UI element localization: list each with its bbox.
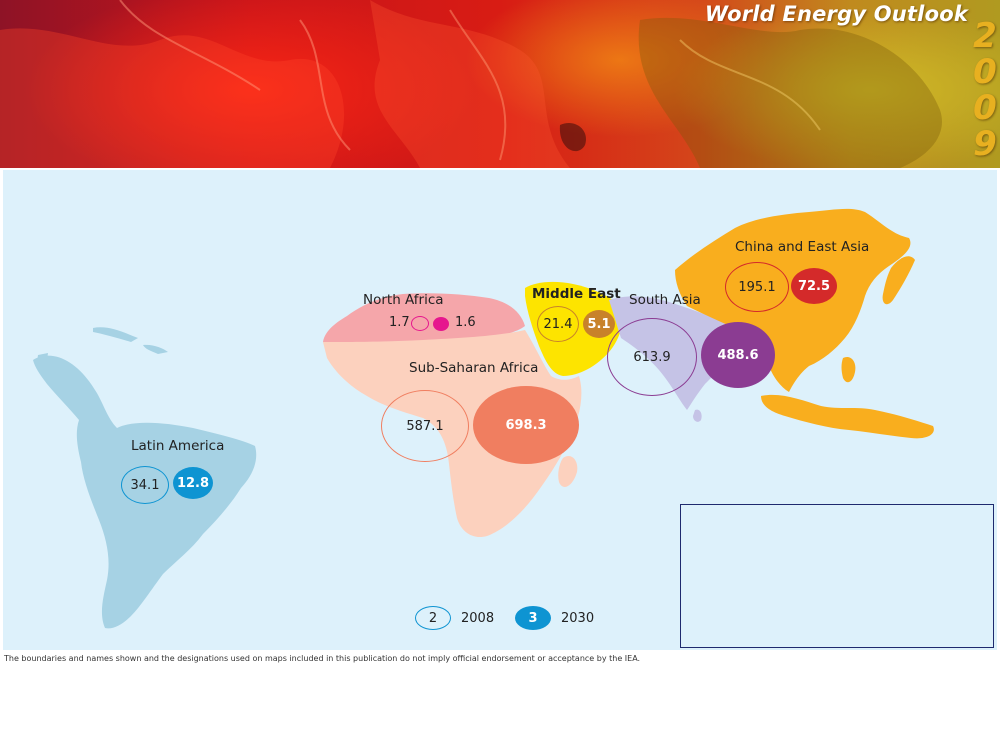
region-label-north-africa: North Africa [363,292,444,308]
banner-continents [0,0,942,168]
banner-title: World Energy Outlook [704,2,968,26]
bubble-sub-saharan-africa-2030: 698.3 [473,386,579,464]
header-banner: World Energy Outlook 2 0 0 9 [0,0,1000,168]
madagascar-shape [558,455,578,487]
banner-year-digit: 0 [973,52,997,92]
bubble-south-asia-2030: 488.6 [701,322,775,388]
philippines-shape [841,356,856,383]
value-north-africa-2030: 1.6 [455,315,476,330]
banner-landmass-left [0,28,344,168]
banner-landmass-center [370,0,570,168]
japan-islands-shape [882,256,915,305]
bubble-china-east-asia-2008: 195.1 [725,262,789,312]
blank-panel [680,504,994,648]
bubble-south-asia-2008: 613.9 [607,318,697,396]
legend-item-2008: 2 2008 [415,606,494,630]
bubble-middle-east-2008: 21.4 [537,306,579,342]
banner-year-digit: 2 [973,16,997,56]
bubble-sub-saharan-africa-2008: 587.1 [381,390,469,462]
banner-year: 2 0 0 9 [972,18,998,162]
banner-island [559,122,586,152]
bubble-latin-america-2030: 12.8 [173,467,213,499]
region-label-china-east-asia: China and East Asia [735,239,870,255]
legend-symbol-outline: 2 [415,606,451,630]
indonesia-islands-shape [761,394,934,439]
region-label-middle-east: Middle East [532,286,621,302]
legend-label-2030: 2030 [561,610,595,626]
legend-item-2030: 3 2030 [515,606,594,630]
legend-symbol-filled: 3 [515,606,551,630]
china-east-asia-shape [675,208,911,392]
sri-lanka-shape [693,409,702,422]
bubble-middle-east-2030: 5.1 [583,310,615,338]
banner-year-digit: 9 [973,124,997,164]
bubble-north-africa-2008 [411,316,429,331]
region-label-latin-america: Latin America [131,438,225,454]
bubble-north-africa-2030 [433,317,449,331]
banner-year-digit: 0 [973,88,997,128]
map-disclaimer: The boundaries and names shown and the d… [4,654,641,663]
region-label-south-asia: South Asia [629,292,701,308]
bubble-latin-america-2008: 34.1 [121,466,169,504]
value-north-africa-2008: 1.7 [389,315,410,330]
bubble-china-east-asia-2030: 72.5 [791,268,837,304]
banner-landmass-right [638,17,942,168]
legend-label-2008: 2008 [461,610,495,626]
region-label-sub-saharan-africa: Sub-Saharan Africa [409,360,539,376]
